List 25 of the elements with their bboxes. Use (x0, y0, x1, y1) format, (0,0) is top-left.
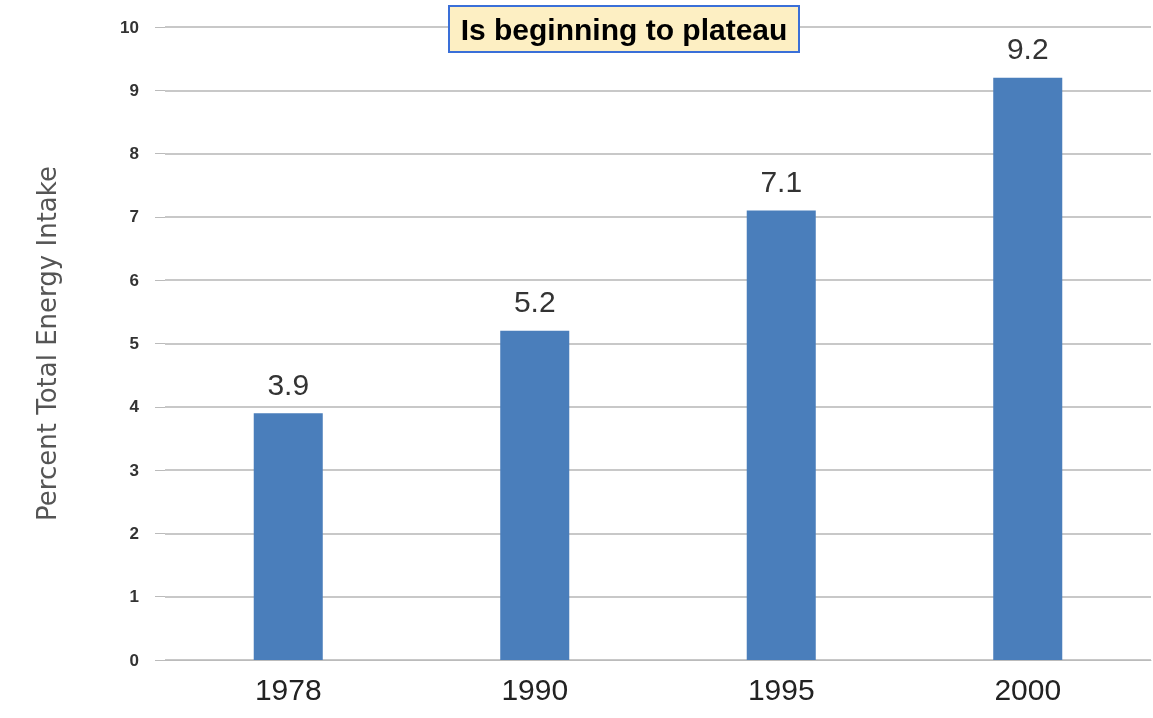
x-tick-label: 2000 (994, 672, 1062, 706)
y-tick-label: 5 (129, 334, 139, 353)
bar (746, 210, 816, 660)
bar (253, 413, 323, 660)
chart-title: Is beginning to plateau (460, 12, 788, 46)
x-tick-label: 1990 (501, 672, 569, 706)
y-tick-label: 10 (120, 17, 139, 37)
data-label: 5.2 (513, 285, 556, 319)
y-tick-label: 2 (129, 523, 139, 543)
y-tick-label: 9 (129, 80, 139, 100)
y-tick-label: 7 (129, 207, 139, 227)
y-tick-label: 4 (129, 397, 140, 417)
y-axis-title: Percent Total Energy Intake (32, 166, 62, 521)
data-label: 3.9 (267, 367, 310, 401)
y-tick-label: 6 (129, 270, 139, 290)
y-tick-label: 0 (129, 650, 139, 670)
x-tick-label: 1995 (747, 672, 815, 706)
bar (993, 77, 1063, 660)
data-label: 7.1 (760, 165, 803, 199)
y-tick-label: 8 (129, 144, 139, 164)
x-tick-label: 1978 (254, 672, 322, 706)
y-tick-label: 1 (129, 587, 139, 607)
data-label: 9.2 (1006, 32, 1049, 66)
bar (500, 330, 570, 660)
y-tick-label: 3 (129, 460, 139, 480)
